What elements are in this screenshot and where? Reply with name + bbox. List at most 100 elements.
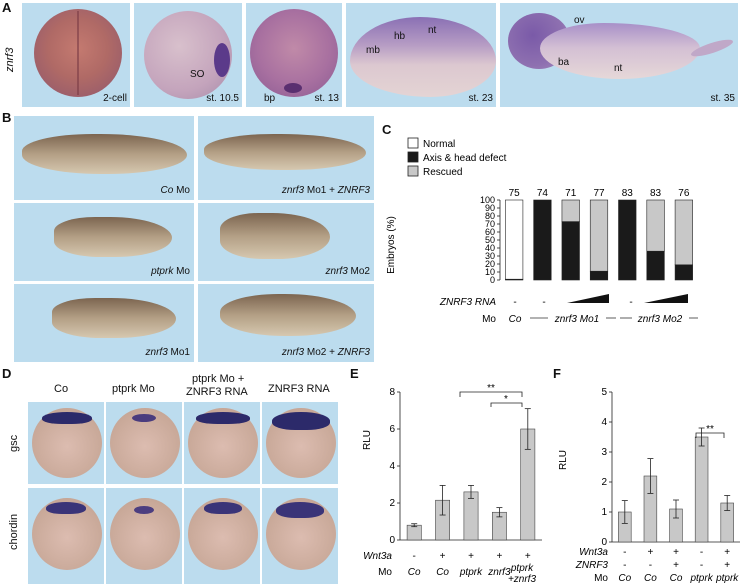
marker-nt: nt [614, 63, 623, 74]
bars [618, 427, 734, 543]
tile-caption: Co Mo [160, 185, 190, 196]
tile-caption: znrf3 Mo2 + ZNRF3 [281, 347, 370, 358]
panel-d-letter: D [2, 366, 12, 381]
y-axis: 0 1 2 3 4 5 [601, 387, 740, 548]
gsc-stain [42, 412, 92, 424]
panel-c-chart: Normal Axis & head defect Rescued Embryo… [386, 137, 698, 325]
marker-so: SO [190, 69, 205, 80]
y-tick-label: 80 [485, 211, 495, 221]
cleavage-furrow [77, 11, 79, 95]
bar [694, 436, 709, 543]
y-tick-label: 90 [485, 203, 495, 213]
y-tick-label: 100 [480, 195, 495, 205]
legend-label-rescued: Rescued [423, 167, 462, 178]
rna-wedge-1 [567, 294, 609, 303]
blastopore-stain [284, 83, 302, 93]
n-label: 83 [650, 188, 662, 199]
panel-b-tile-co-mo: Co Mo [14, 116, 194, 200]
gsc-stain [196, 412, 250, 424]
bar-segment [618, 199, 637, 281]
legend-swatch-normal [407, 137, 419, 149]
col-header-ptprk-mo: ptprk Mo [112, 383, 155, 395]
rna-dash-1: - [513, 297, 516, 308]
y-tick-label: 6 [389, 424, 395, 435]
rna-dash-2: - [542, 297, 545, 308]
mo-cell: Co [670, 573, 683, 584]
znrf3-cell: + [673, 560, 679, 571]
sig-bracket-1 [459, 391, 523, 397]
stage-label: st. 10.5 [206, 93, 239, 104]
panel-b-tile-mo1-rescue: znrf3 Mo1 + ZNRF3 [198, 116, 374, 200]
bar [463, 491, 479, 541]
y-tick-label: 40 [485, 243, 495, 253]
rna-wedge-2 [644, 294, 688, 303]
y-tick-label: 4 [601, 417, 607, 428]
marker-ov: ov [574, 15, 585, 26]
mo-last-line2: +znrf3 [508, 574, 537, 585]
panel-b-tile-mo2: znrf3 Mo2 [198, 203, 374, 281]
col-header-co: Co [54, 383, 69, 395]
tile-caption: znrf3 Mo2 [325, 266, 370, 277]
znrf3-cell: - [623, 560, 626, 571]
chordin-stain [46, 502, 86, 514]
panel-a-tile-4: mb hb nt st. 23 [346, 3, 496, 107]
embryo-st35-tail [689, 36, 735, 60]
y-tick-label: 0 [601, 537, 607, 548]
bar-segment [646, 199, 665, 252]
panel-b-tile-ptprk-mo: ptprk Mo [14, 203, 194, 281]
y-tick-label: 50 [485, 235, 495, 245]
panel-a-tile-5: ov ba nt st. 35 [500, 3, 738, 107]
mo-cell: Co [436, 567, 449, 578]
bars [406, 408, 536, 541]
row-label-mo: Mo [594, 573, 608, 584]
condition-rows: - + + + +Co Co ptprk znrf3 [408, 551, 531, 578]
n-label: 75 [509, 188, 521, 199]
wnt3a-cell: + [724, 547, 730, 558]
sig-bracket-2 [490, 402, 523, 407]
y-tick-label: 5 [601, 387, 607, 398]
mo-cell: ptprk [459, 567, 483, 578]
condition-rows: - + + - +- - + - +Co Co Co ptprk ptprk [618, 547, 739, 584]
mo-cell: znrf3 [487, 567, 511, 578]
bar-segment [589, 270, 609, 281]
n-label: 74 [537, 188, 549, 199]
col-header-ptprk-mo-znrf3-line2: ZNRF3 RNA [186, 386, 248, 398]
bar-segment [561, 199, 580, 222]
y-tick-label: 60 [485, 227, 495, 237]
wnt3a-cell: + [468, 551, 474, 562]
panel-d-chordin-ptprk-znrf3 [184, 488, 260, 584]
panel-a-tile-3: bp st. 13 [246, 3, 342, 107]
wnt3a-cell: + [647, 547, 653, 558]
y-tick-label: 8 [389, 387, 395, 398]
y-axis-label: Embryos (%) [386, 216, 397, 274]
bar-segment [533, 199, 552, 281]
stage-label: st. 35 [710, 93, 735, 104]
znrf3-cell: - [700, 560, 703, 571]
panel-e-letter: E [350, 366, 359, 381]
panel-c-letter: C [382, 122, 392, 137]
panel-b-tile-mo1: znrf3 Mo1 [14, 284, 194, 362]
tile-caption: znrf3 Mo1 + ZNRF3 [281, 185, 370, 196]
bar-segment [674, 264, 693, 281]
panel-f-letter: F [553, 366, 561, 381]
panel-b-letter: B [2, 110, 12, 125]
tadpole [220, 294, 356, 336]
y-tick-label: 2 [389, 498, 395, 509]
tadpole [220, 213, 330, 259]
row-label-mo: Mo [482, 314, 496, 325]
legend-swatch-defect [407, 151, 419, 163]
wnt3a-cell: - [623, 547, 626, 558]
y-tick-label: 3 [601, 447, 607, 458]
n-label: 71 [565, 188, 577, 199]
panel-d-gsc-co [28, 402, 104, 484]
sig-label: ** [706, 424, 714, 435]
row-label-rna: ZNRF3 RNA [439, 297, 496, 308]
y-tick-label: 1 [601, 507, 607, 518]
bar [406, 524, 422, 541]
y-tick-label: 0 [490, 275, 495, 285]
panel-d-chordin-znrf3 [262, 488, 338, 584]
row-label-wnt3a: Wnt3a [363, 551, 392, 562]
chordin-stain [204, 502, 242, 514]
